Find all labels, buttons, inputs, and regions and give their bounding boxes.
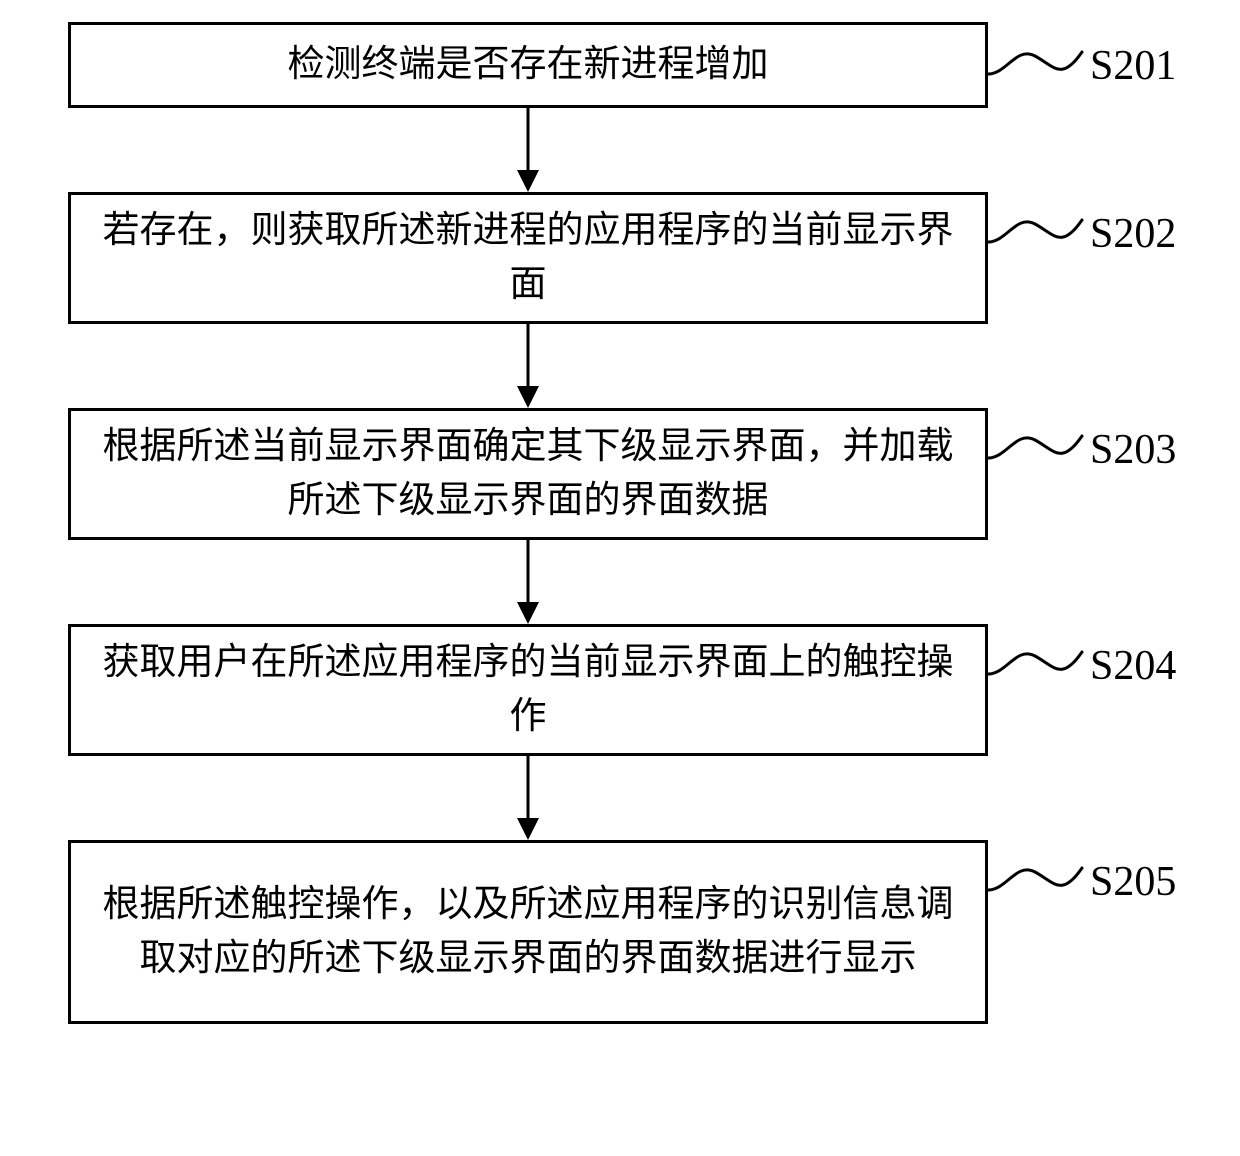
flow-node: 根据所述当前显示界面确定其下级显示界面，并加载所述下级显示界面的界面数据 [68,408,988,540]
step-label: S205 [1090,858,1176,906]
leader-line [988,850,1092,910]
step-label: S204 [1090,642,1176,690]
flow-node: 获取用户在所述应用程序的当前显示界面上的触控操作 [68,624,988,756]
leader-line [988,634,1092,694]
step-label: S201 [1090,42,1176,90]
leader-line [988,418,1092,478]
step-label: S202 [1090,210,1176,258]
flowchart-canvas: 检测终端是否存在新进程增加 S201 若存在，则获取所述新进程的应用程序的当前显示界… [0,0,1240,1156]
step-label: S203 [1090,426,1176,474]
flow-arrow [508,108,548,194]
flow-node-text: 若存在，则获取所述新进程的应用程序的当前显示界面 [95,204,961,311]
flow-node: 若存在，则获取所述新进程的应用程序的当前显示界面 [68,192,988,324]
flow-node-text: 根据所述当前显示界面确定其下级显示界面，并加载所述下级显示界面的界面数据 [95,420,961,527]
flow-node-text: 根据所述触控操作，以及所述应用程序的识别信息调取对应的所述下级显示界面的界面数据… [95,878,961,985]
leader-line [988,34,1092,94]
flow-node-text: 获取用户在所述应用程序的当前显示界面上的触控操作 [95,636,961,743]
flow-node: 检测终端是否存在新进程增加 [68,22,988,108]
flow-node-text: 检测终端是否存在新进程增加 [288,38,769,92]
flow-arrow [508,540,548,626]
flow-arrow [508,756,548,842]
flow-node: 根据所述触控操作，以及所述应用程序的识别信息调取对应的所述下级显示界面的界面数据… [68,840,988,1024]
flow-arrow [508,324,548,410]
leader-line [988,202,1092,262]
